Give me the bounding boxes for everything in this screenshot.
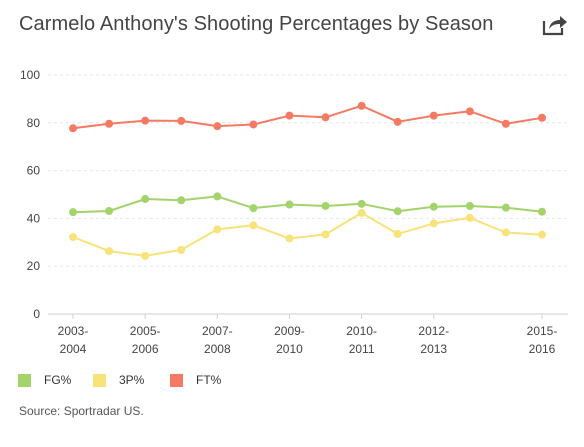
data-point (429, 111, 438, 120)
data-point (357, 199, 366, 208)
data-point (538, 207, 546, 216)
data-point (249, 204, 258, 213)
x-tick-label: 2005- (130, 324, 161, 338)
data-point (538, 230, 546, 239)
data-point (465, 107, 474, 116)
data-point (177, 245, 186, 254)
data-point (69, 233, 77, 242)
legend-label-fg: FG% (44, 373, 72, 387)
data-point (501, 228, 510, 237)
data-point (538, 113, 546, 122)
legend-swatch-ft (170, 373, 183, 387)
x-tick-label: 2011 (349, 342, 375, 356)
data-point (357, 208, 366, 217)
x-tick-label: 2012- (418, 324, 449, 338)
series-line-FG% (72, 195, 543, 214)
x-tick-label: 2006 (132, 342, 159, 356)
line-chart: 0 20 40 60 80 100 2003- 2004 2005- 2006 2007- 2008 2… (20, 68, 568, 356)
data-point (249, 120, 258, 129)
data-point (141, 251, 150, 260)
x-tick-label: 2010 (276, 342, 303, 356)
share-icon[interactable] (542, 14, 568, 36)
legend-label-ft: FT% (196, 373, 222, 387)
x-tick-label: 2003- (58, 324, 89, 338)
data-point (429, 219, 438, 228)
data-point (177, 116, 186, 125)
x-tick-label: 2004 (60, 342, 87, 356)
data-point (285, 234, 294, 243)
chart-title: Carmelo Anthony's Shooting Percentages b… (19, 13, 494, 35)
data-point (213, 122, 222, 131)
data-point (285, 111, 294, 120)
x-tick-label: 2013 (420, 342, 447, 356)
x-tick-label: 2008 (204, 342, 231, 356)
x-tick-label: 2016 (529, 342, 556, 356)
data-point (69, 124, 77, 133)
legend-item-fg[interactable]: FG% (18, 373, 93, 387)
series-line-FT% (72, 104, 543, 130)
data-point (321, 230, 330, 239)
series-line-3P% (72, 211, 543, 257)
x-tick-label: 2010- (346, 324, 377, 338)
data-point (285, 200, 294, 209)
legend-label-3p: 3P% (119, 373, 145, 387)
data-point (393, 117, 402, 126)
legend-swatch-3p (93, 373, 106, 387)
x-tick-label: 2015- (527, 324, 558, 338)
y-tick-label: 80 (27, 116, 41, 130)
data-point (213, 192, 222, 201)
legend-item-3p[interactable]: 3P% (93, 373, 170, 387)
data-point (105, 247, 114, 256)
data-point (321, 201, 330, 210)
data-point (105, 119, 114, 128)
data-point (501, 119, 510, 128)
legend-item-ft[interactable]: FT% (170, 373, 221, 387)
data-point (393, 207, 402, 216)
chart-legend: FG% 3P% FT% (18, 373, 221, 387)
data-point (465, 213, 474, 222)
data-point (69, 208, 77, 217)
data-point (177, 196, 186, 205)
source-note: Source: Sportradar US. (19, 404, 144, 418)
data-point (321, 113, 330, 122)
data-point (465, 201, 474, 210)
data-point (393, 229, 402, 238)
x-tick-label: 2007- (202, 324, 233, 338)
y-tick-label: 40 (27, 211, 41, 225)
data-point (249, 221, 258, 230)
data-point (141, 195, 150, 204)
data-point (501, 203, 510, 212)
legend-swatch-fg (18, 373, 31, 387)
y-tick-label: 60 (27, 164, 41, 178)
x-tick-label: 2009- (274, 324, 305, 338)
y-tick-label: 20 (27, 259, 41, 273)
y-tick-label: 0 (33, 307, 40, 321)
data-point (213, 225, 222, 234)
data-point (357, 101, 366, 110)
data-point (141, 116, 150, 125)
y-tick-label: 100 (20, 68, 40, 82)
data-point (105, 206, 114, 215)
data-point (429, 202, 438, 211)
